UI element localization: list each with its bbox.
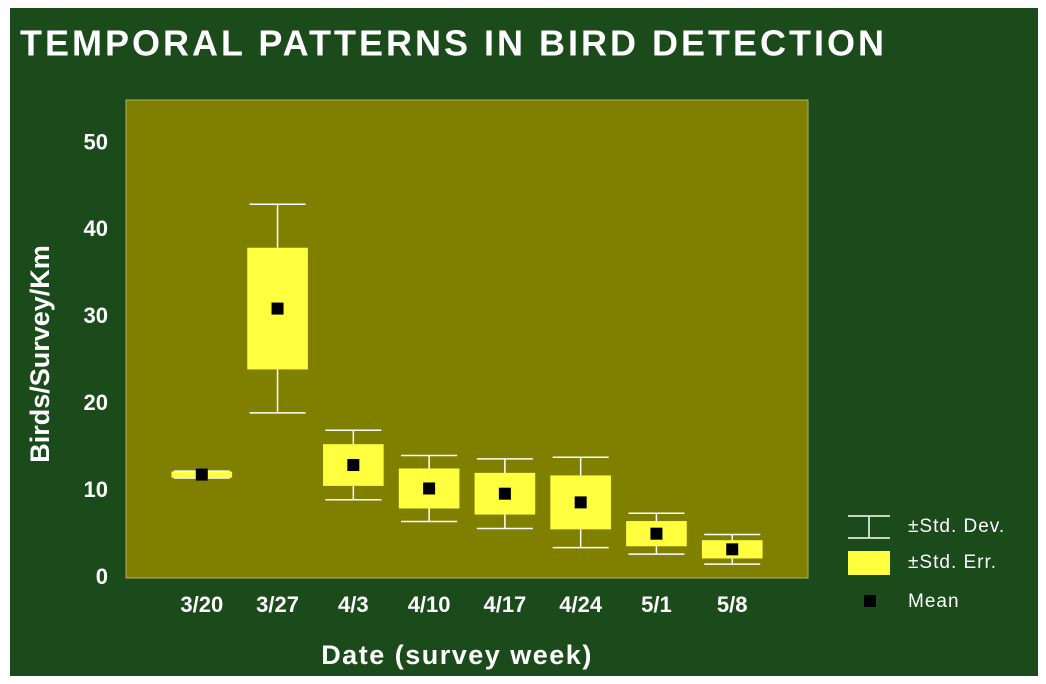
y-tick-label: 20 (84, 390, 108, 415)
legend-label: ±Std. Err. (908, 552, 997, 573)
x-tick-label: 5/8 (717, 592, 748, 617)
legend-label: ±Std. Dev. (908, 516, 1005, 537)
legend-label: Mean (908, 591, 960, 612)
chart-title: TEMPORAL PATTERNS IN BIRD DETECTION (20, 23, 887, 64)
legend-mean-icon (864, 595, 876, 607)
mean-marker (574, 496, 587, 509)
y-tick-label: 10 (84, 477, 108, 502)
y-tick-label: 40 (84, 216, 108, 241)
x-tick-label: 3/27 (256, 592, 299, 617)
x-tick-label: 4/3 (338, 592, 369, 617)
y-tick-label: 30 (84, 303, 108, 328)
x-tick-label: 5/1 (641, 592, 672, 617)
mean-marker (498, 487, 511, 500)
legend-sd-icon (848, 515, 890, 539)
mean-marker (347, 459, 360, 472)
mean-marker (726, 543, 739, 556)
x-axis-label: Date (survey week) (321, 640, 593, 670)
y-axis-label: Birds/Survey/Km (25, 245, 55, 463)
y-tick-label: 0 (96, 564, 108, 589)
mean-marker (195, 468, 208, 481)
x-tick-label: 4/24 (559, 592, 603, 617)
mean-marker (423, 482, 436, 495)
mean-marker (650, 527, 663, 540)
x-tick-label: 3/20 (180, 592, 223, 617)
legend-se-icon (848, 551, 890, 575)
plot-area (125, 99, 809, 579)
x-tick-label: 4/17 (483, 592, 526, 617)
mean-marker (271, 302, 284, 315)
x-tick-label: 4/10 (408, 592, 451, 617)
y-tick-label: 50 (84, 129, 108, 154)
